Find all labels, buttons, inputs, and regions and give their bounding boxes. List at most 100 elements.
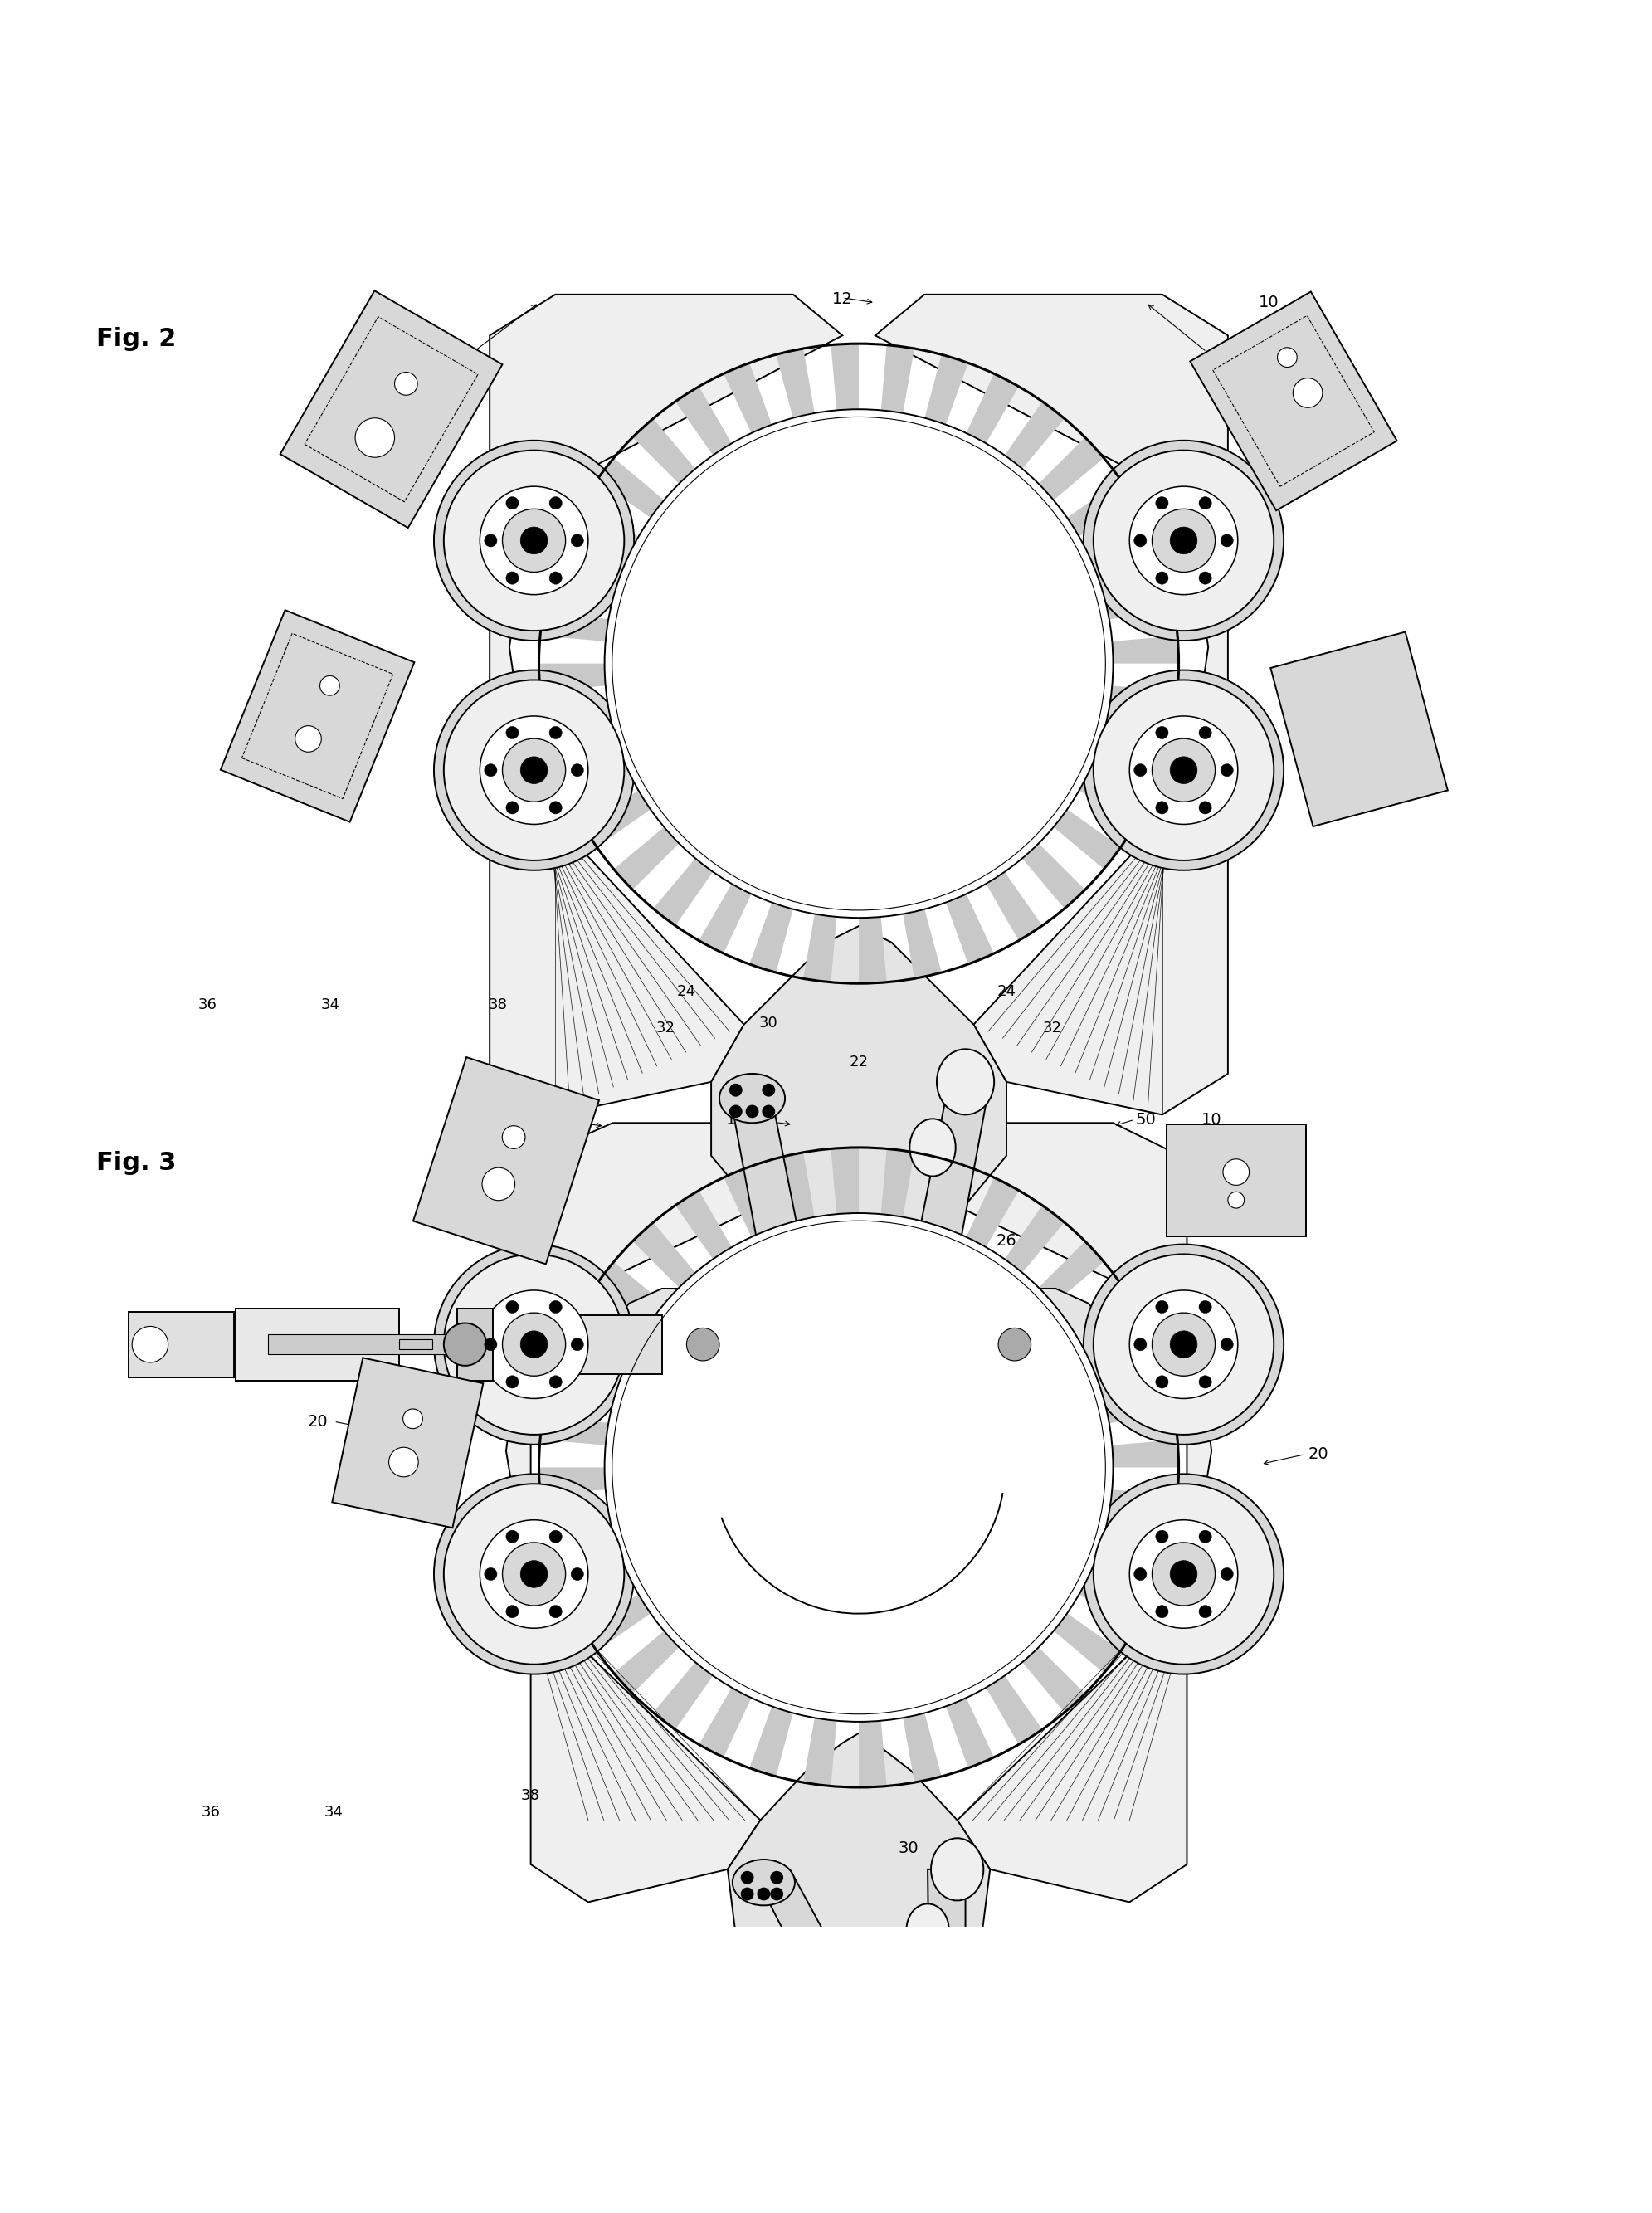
Wedge shape [1039,1241,1104,1303]
Circle shape [132,1326,169,1363]
Text: 10: 10 [1201,1111,1222,1126]
Circle shape [550,726,562,739]
Circle shape [506,726,519,739]
Wedge shape [540,1412,608,1445]
Circle shape [484,1567,497,1580]
Wedge shape [776,347,814,418]
Circle shape [550,496,562,509]
Wedge shape [676,387,732,456]
Wedge shape [859,1722,887,1788]
Circle shape [1221,763,1234,777]
Circle shape [479,1290,588,1399]
Circle shape [550,801,562,814]
Polygon shape [662,2007,1138,2124]
Wedge shape [596,1261,664,1321]
Text: 38: 38 [489,998,507,1011]
Circle shape [550,1529,562,1542]
Polygon shape [506,1122,859,1903]
Wedge shape [925,1157,968,1228]
Circle shape [1294,378,1323,407]
Wedge shape [1089,1332,1160,1381]
Wedge shape [776,1153,814,1222]
Text: 30: 30 [760,1016,778,1031]
Wedge shape [615,828,679,890]
Circle shape [1156,1604,1168,1618]
Wedge shape [947,894,995,965]
Polygon shape [876,294,1227,1115]
Circle shape [233,2049,264,2082]
Wedge shape [676,1191,732,1259]
Circle shape [1156,571,1168,584]
Circle shape [444,449,624,631]
Text: 48: 48 [990,808,1008,821]
Wedge shape [558,750,628,799]
Circle shape [1156,1376,1168,1388]
Circle shape [1084,1244,1284,1445]
Wedge shape [1079,770,1148,823]
Circle shape [729,1104,742,1118]
Circle shape [1170,527,1198,553]
Circle shape [506,1376,519,1388]
Circle shape [482,1168,515,1199]
Wedge shape [596,458,664,518]
Wedge shape [539,664,606,690]
Bar [400,1339,433,1350]
Text: 36: 36 [202,1804,220,1819]
Text: 28: 28 [1004,617,1024,633]
Wedge shape [724,363,771,434]
Circle shape [605,1213,1113,1722]
Circle shape [1277,347,1297,367]
Wedge shape [1108,686,1178,719]
Circle shape [1156,726,1168,739]
Text: 22: 22 [849,1056,869,1069]
Wedge shape [1105,1385,1175,1423]
Ellipse shape [937,1049,995,1115]
Circle shape [1170,757,1198,783]
Text: 44: 44 [446,350,468,365]
Wedge shape [724,1166,771,1237]
Circle shape [1221,1567,1234,1580]
Text: 20: 20 [307,1414,327,1430]
Circle shape [479,1520,588,1629]
Wedge shape [1097,730,1168,772]
Wedge shape [925,354,968,425]
Circle shape [444,1323,486,1365]
Wedge shape [544,708,613,746]
Circle shape [517,2045,560,2087]
Circle shape [740,1888,753,1901]
Circle shape [502,1312,565,1376]
Text: 46: 46 [930,737,952,752]
Wedge shape [550,1359,620,1401]
Circle shape [757,1888,770,1901]
Circle shape [1199,801,1211,814]
Wedge shape [986,872,1042,941]
Circle shape [572,763,583,777]
Wedge shape [1108,1489,1178,1523]
Polygon shape [727,1082,809,1303]
Circle shape [355,418,395,458]
Polygon shape [1270,633,1447,825]
Wedge shape [1004,1206,1064,1272]
Polygon shape [221,611,415,821]
Circle shape [1133,533,1146,547]
Wedge shape [904,910,942,978]
Bar [228,2036,322,2098]
Circle shape [520,757,547,783]
Polygon shape [1189,292,1398,511]
Circle shape [770,1870,783,1883]
Text: 48: 48 [694,821,712,834]
Circle shape [762,1084,775,1098]
Wedge shape [1079,1576,1148,1627]
Circle shape [1133,1339,1146,1350]
Ellipse shape [910,1120,955,1177]
Circle shape [520,1560,547,1587]
Polygon shape [928,1870,965,2029]
Circle shape [762,1104,775,1118]
Circle shape [998,2034,1064,2100]
Text: 26: 26 [667,1348,689,1363]
Circle shape [770,1888,783,1901]
Ellipse shape [859,2036,942,2098]
Bar [268,1334,466,1354]
Wedge shape [803,1717,836,1786]
Text: 28: 28 [661,586,679,600]
